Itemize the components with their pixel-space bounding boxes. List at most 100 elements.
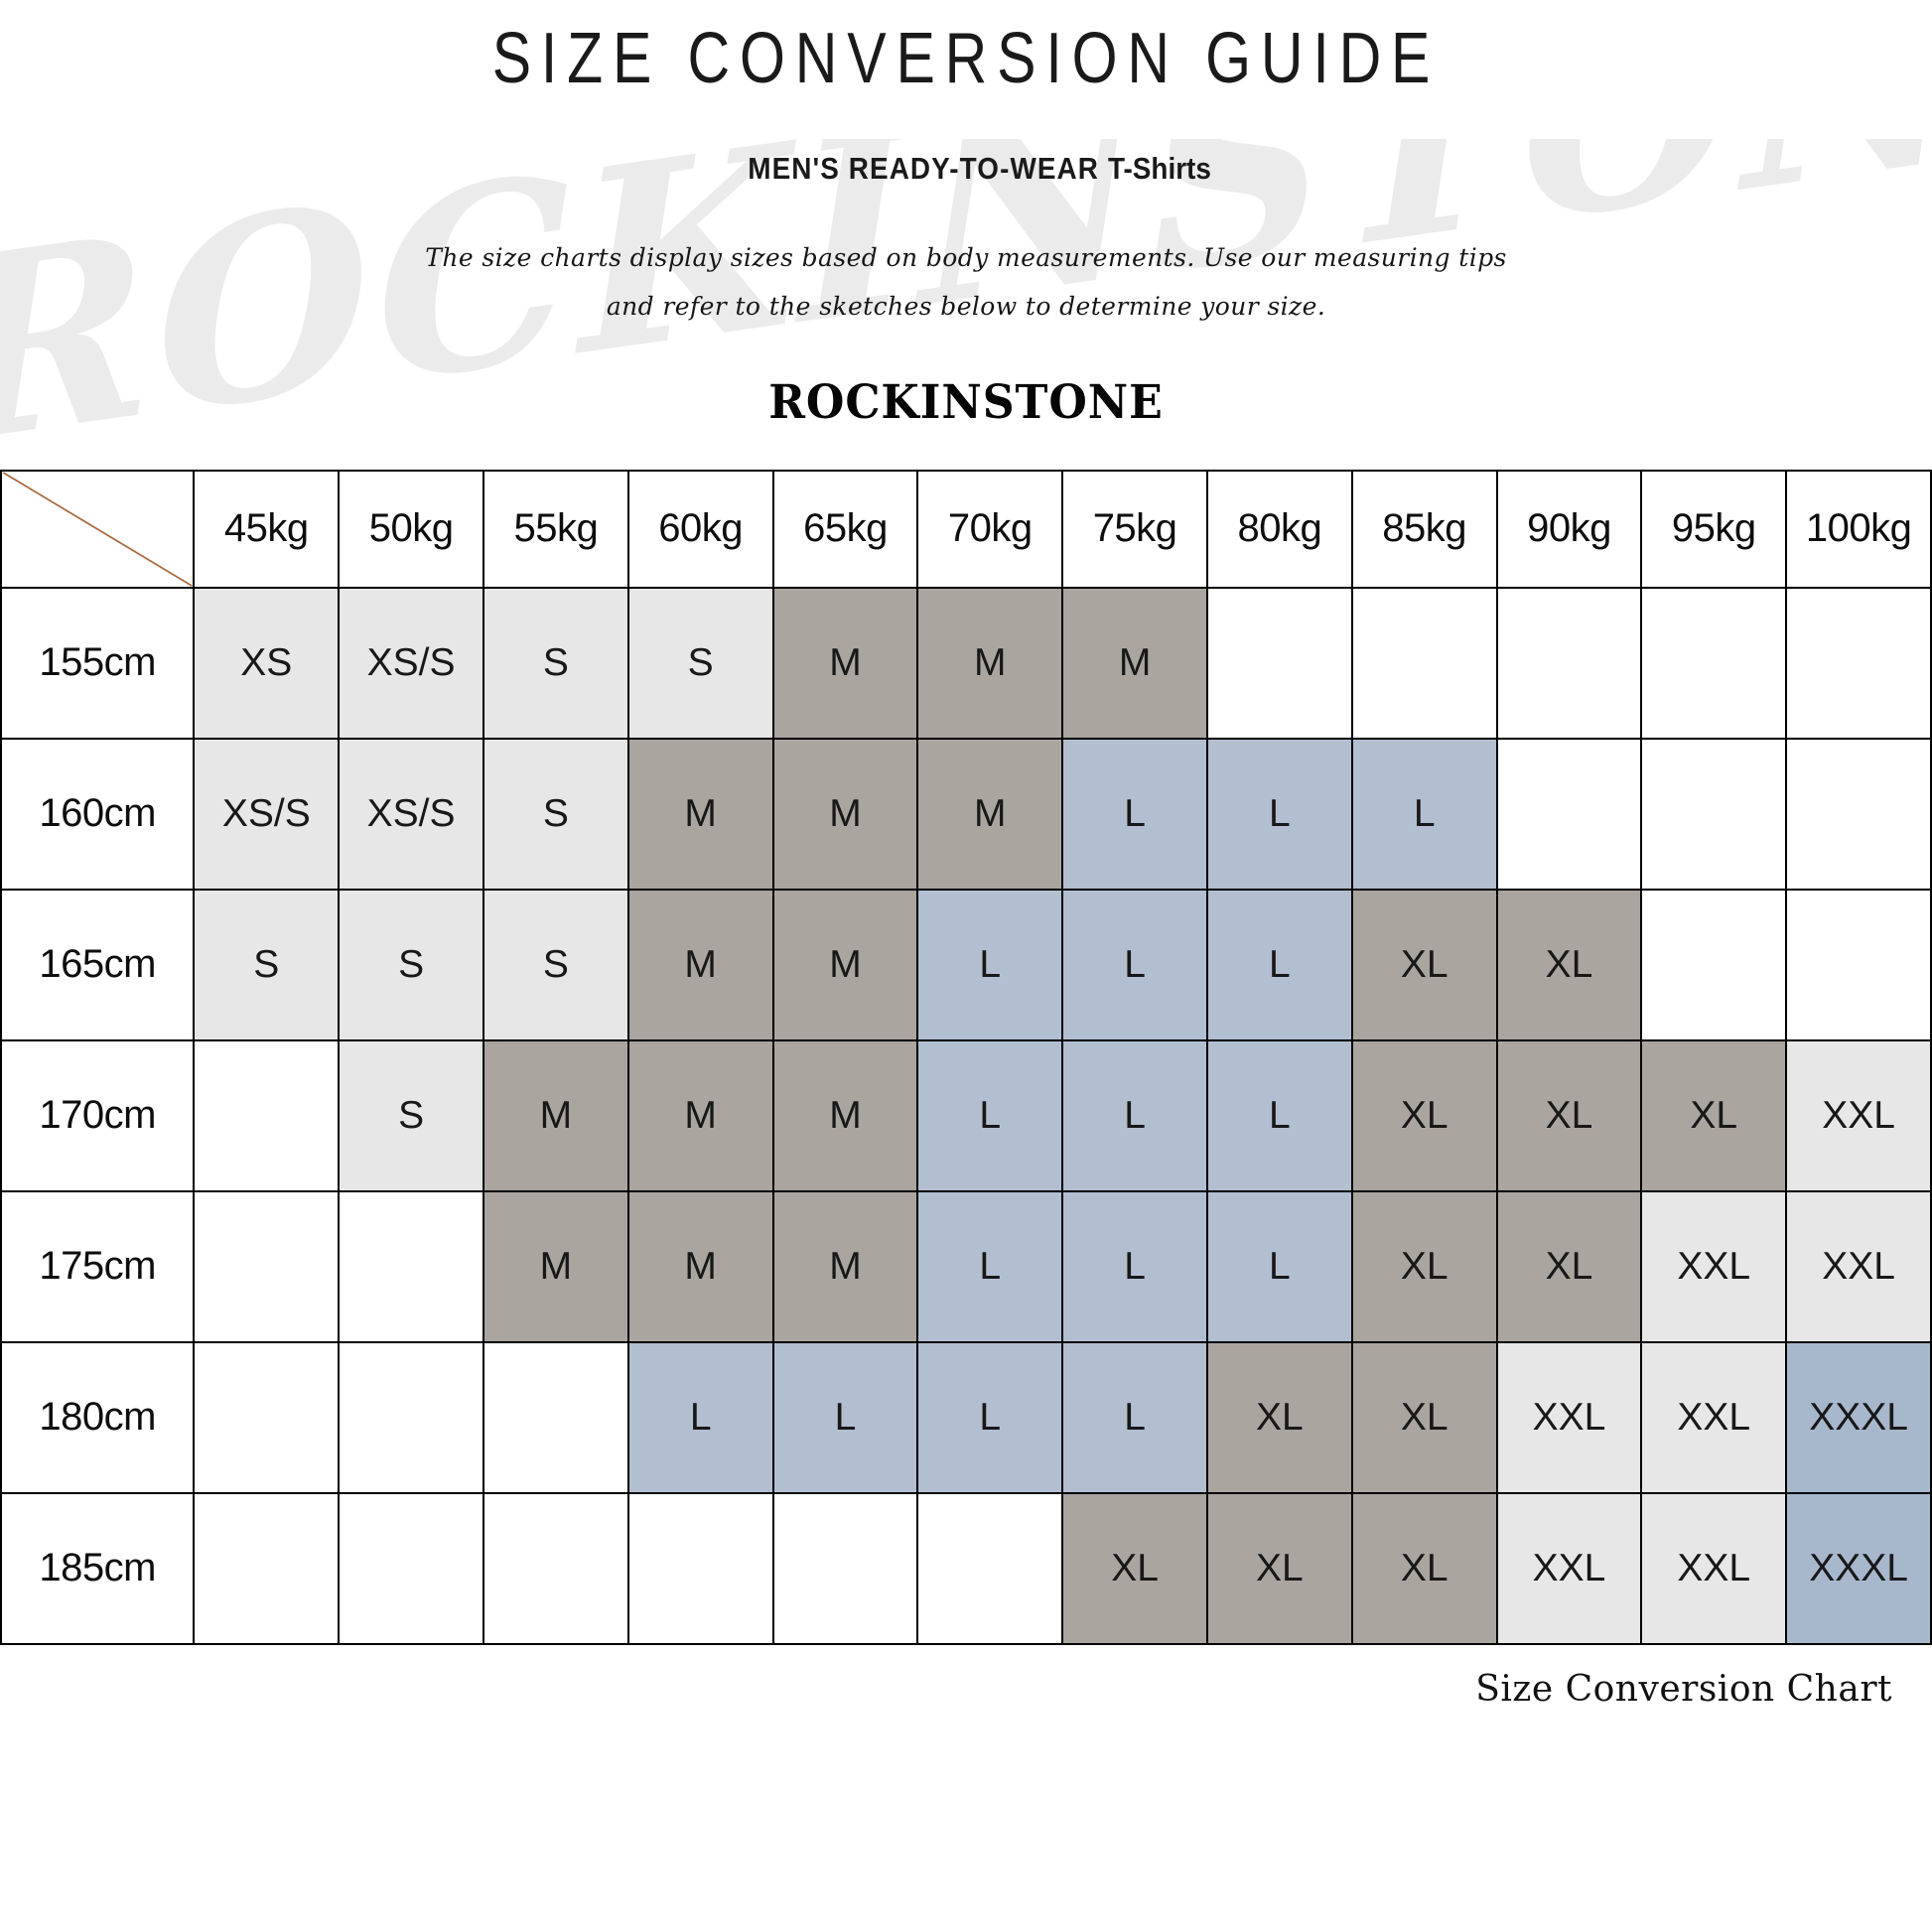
size-cell-160cm-60kg: M [626,737,774,891]
size-cell-155cm-65kg: M [771,586,919,740]
size-cell-165cm-75kg: L [1061,888,1208,1041]
size-cell-empty [1785,888,1932,1041]
size-cell-empty [482,1491,629,1645]
size-cell-empty [1640,888,1788,1041]
size-cell-175cm-85kg: XL [1350,1189,1498,1343]
size-cell-155cm-70kg: M [916,586,1064,740]
size-cell-165cm-55kg: S [482,888,629,1041]
row-header-165cm: 165cm [0,888,196,1041]
size-cell-empty [771,1491,919,1645]
size-cell-155cm-50kg: XS/S [338,586,484,740]
row-header-175cm: 175cm [0,1189,196,1343]
column-header-60kg: 60kg [626,469,774,589]
size-cell-175cm-75kg: L [1061,1189,1208,1343]
size-cell-165cm-65kg: M [771,888,919,1041]
size-cell-170cm-95kg: XL [1640,1038,1788,1192]
table-row: 155cm XS XS/S S S M M M [0,586,1932,740]
size-cell-180cm-60kg: L [626,1340,774,1494]
column-header-95kg: 95kg [1640,469,1788,589]
column-header-50kg: 50kg [338,469,484,589]
subtitle: MEN'S READY-TO-WEAR T-Shirts [0,151,1932,187]
size-cell-185cm-75kg: XL [1061,1491,1208,1645]
column-header-70kg: 70kg [916,469,1064,589]
size-cell-170cm-70kg: L [916,1038,1064,1192]
size-cell-empty [482,1340,629,1494]
size-cell-empty [916,1491,1064,1645]
row-header-160cm: 160cm [0,737,196,891]
page-title: SIZE CONVERSION GUIDE [491,19,1441,98]
size-cell-empty [338,1340,484,1494]
size-cell-175cm-60kg: M [626,1189,774,1343]
size-cell-155cm-55kg: S [482,586,629,740]
size-cell-170cm-90kg: XL [1495,1038,1643,1192]
size-cell-185cm-90kg: XXL [1495,1491,1643,1645]
size-cell-empty [1495,737,1643,891]
size-cell-empty [1785,737,1932,891]
table-body: 155cm XS XS/S S S M M M 160cm XS/S XS/S S M M M L L L 165c… [0,586,1932,1645]
corner-cell [0,469,196,589]
size-cell-160cm-45kg: XS/S [193,737,341,891]
size-cell-170cm-60kg: M [626,1038,774,1192]
table-row: 160cm XS/S XS/S S M M M L L L [0,737,1932,891]
size-cell-175cm-100kg: XXL [1785,1189,1932,1343]
size-cell-180cm-100kg: XXXL [1785,1340,1932,1494]
size-conversion-table: 45kg 50kg 55kg 60kg 65kg 70kg 75kg 80kg 85kg 90kg… [0,469,1932,1645]
size-cell-180cm-95kg: XXL [1640,1340,1788,1494]
size-cell-170cm-100kg: XXL [1785,1038,1932,1192]
size-cell-165cm-60kg: M [626,888,774,1041]
size-cell-160cm-50kg: XS/S [338,737,484,891]
size-cell-160cm-85kg: L [1350,737,1498,891]
footer-caption: Size Conversion Chart [1475,1668,1892,1710]
size-cell-160cm-65kg: M [771,737,919,891]
subtitle-garment: T-Shirts [1108,151,1212,186]
column-header-80kg: 80kg [1205,469,1353,589]
table-header: 45kg 50kg 55kg 60kg 65kg 70kg 75kg 80kg 85kg 90kg… [0,469,1932,589]
table-header-row: 45kg 50kg 55kg 60kg 65kg 70kg 75kg 80kg 85kg 90kg… [0,469,1932,589]
row-header-155cm: 155cm [0,586,196,740]
size-cell-165cm-70kg: L [916,888,1064,1041]
size-cell-175cm-90kg: XL [1495,1189,1643,1343]
size-cell-160cm-75kg: L [1061,737,1208,891]
row-header-180cm: 180cm [0,1340,196,1494]
size-cell-160cm-70kg: M [916,737,1064,891]
size-cell-155cm-75kg: M [1061,586,1208,740]
size-cell-empty [1785,586,1932,740]
size-cell-160cm-55kg: S [482,737,629,891]
row-header-185cm: 185cm [0,1491,196,1645]
size-cell-185cm-95kg: XXL [1640,1491,1788,1645]
column-header-45kg: 45kg [193,469,341,589]
column-header-55kg: 55kg [482,469,629,589]
size-cell-empty [1205,586,1353,740]
column-header-90kg: 90kg [1495,469,1643,589]
size-cell-180cm-65kg: L [771,1340,919,1494]
size-guide-page: SIZE CONVERSION GUIDE MEN'S READY-TO-WEA… [0,19,1932,1710]
size-cell-175cm-80kg: L [1205,1189,1353,1343]
size-cell-165cm-90kg: XL [1495,888,1643,1041]
corner-diagonal-line [2,471,193,587]
size-cell-170cm-85kg: XL [1350,1038,1498,1192]
size-cell-empty [1495,586,1643,740]
size-cell-165cm-80kg: L [1205,888,1353,1041]
size-cell-empty [626,1491,774,1645]
column-header-65kg: 65kg [771,469,919,589]
size-cell-185cm-80kg: XL [1205,1491,1353,1645]
size-cell-175cm-95kg: XXL [1640,1189,1788,1343]
size-cell-180cm-80kg: XL [1205,1340,1353,1494]
size-table-container: 45kg 50kg 55kg 60kg 65kg 70kg 75kg 80kg 85kg 90kg… [0,469,1932,1645]
size-cell-170cm-75kg: L [1061,1038,1208,1192]
size-cell-180cm-75kg: L [1061,1340,1208,1494]
size-cell-180cm-85kg: XL [1350,1340,1498,1494]
size-cell-175cm-65kg: M [771,1189,919,1343]
size-cell-175cm-70kg: L [916,1189,1064,1343]
size-cell-185cm-85kg: XL [1350,1491,1498,1645]
table-row: 165cm S S S M M L L L XL XL [0,888,1932,1041]
size-cell-empty [338,1189,484,1343]
size-cell-empty [193,1491,341,1645]
size-cell-empty [1640,586,1788,740]
size-cell-155cm-45kg: XS [193,586,341,740]
table-row: 180cm L L L L XL XL XXL XXL XXXL [0,1340,1932,1494]
size-cell-empty [338,1491,484,1645]
size-cell-empty [1350,586,1498,740]
size-cell-180cm-70kg: L [916,1340,1064,1494]
brand-name: ROCKINSTONE [768,374,1164,430]
